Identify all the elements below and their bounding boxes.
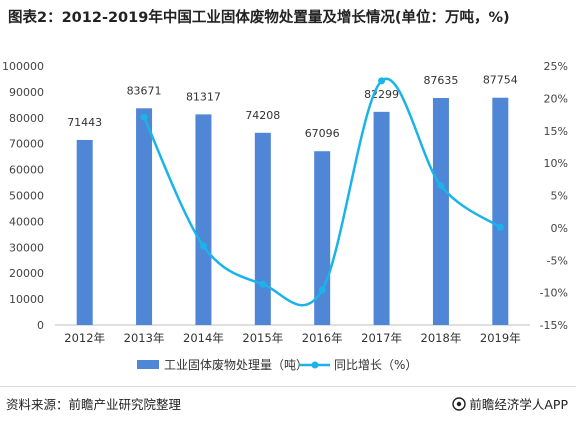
left-tick-label: 10000 xyxy=(9,293,44,306)
bar xyxy=(373,111,390,326)
x-tick-label: 2017年 xyxy=(361,331,402,345)
left-tick-label: 0 xyxy=(37,319,44,332)
growth-point xyxy=(318,286,326,294)
legend: 工业固体废物处理量（吨） 同比增长（%） xyxy=(137,357,417,372)
growth-point xyxy=(496,223,504,231)
legend-line-label: 同比增长（%） xyxy=(334,358,417,372)
bar-data-label: 74208 xyxy=(245,109,280,122)
bar-data-label: 82299 xyxy=(364,88,399,101)
bar xyxy=(254,132,271,325)
growth-point xyxy=(259,280,267,288)
left-tick-label: 30000 xyxy=(9,241,44,254)
bar-data-label: 81317 xyxy=(186,90,221,103)
bar xyxy=(76,139,93,325)
bar-data-label: 71443 xyxy=(67,116,102,129)
brand-logo-icon xyxy=(452,397,467,411)
growth-point xyxy=(437,182,445,190)
bars xyxy=(76,97,509,326)
right-tick-label: 25% xyxy=(544,60,568,73)
right-tick-label: 10% xyxy=(544,157,568,170)
growth-line-series xyxy=(140,77,504,307)
bar-data-label: 83671 xyxy=(127,84,162,97)
right-tick-label: -10% xyxy=(540,287,568,300)
x-axis-labels: 2012年 2013年 2014年 2015年 2016年 2017年 2018年 2019年 xyxy=(64,331,520,345)
x-tick-label: 2019年 xyxy=(480,331,521,345)
left-tick-label: 80000 xyxy=(9,112,44,125)
bar-line-chart: 0 10000 20000 30000 40000 50000 60000 70000 8000… xyxy=(2,60,568,372)
bar-data-label: 87635 xyxy=(423,74,458,87)
bar xyxy=(432,98,449,325)
legend-line-marker xyxy=(311,361,319,369)
x-tick-label: 2013年 xyxy=(124,331,165,345)
footer: 资料来源：前瞻产业研究院整理 前瞻经济学人APP xyxy=(0,386,576,422)
right-tick-label: 0% xyxy=(551,222,568,235)
bar-data-label: 67096 xyxy=(305,127,340,140)
x-tick-label: 2014年 xyxy=(183,331,224,345)
bar xyxy=(136,108,153,325)
left-tick-label: 20000 xyxy=(9,267,44,280)
bar-data-labels: 71443 83671 81317 74208 67096 82299 87635 87754 xyxy=(67,74,518,141)
brand-credit: 前瞻经济学人APP xyxy=(452,394,568,413)
right-tick-label: -5% xyxy=(547,254,568,267)
right-tick-label: -15% xyxy=(540,319,568,332)
left-axis-ticks: 0 10000 20000 30000 40000 50000 60000 70000 8000… xyxy=(2,60,44,332)
left-tick-label: 90000 xyxy=(9,86,44,99)
left-tick-label: 50000 xyxy=(9,190,44,203)
legend-bar-swatch xyxy=(137,360,159,369)
bar xyxy=(492,97,509,326)
bar-data-label: 87754 xyxy=(483,74,518,87)
left-tick-label: 70000 xyxy=(9,138,44,151)
growth-point xyxy=(199,242,207,250)
left-tick-label: 100000 xyxy=(2,60,44,73)
x-tick-label: 2016年 xyxy=(302,331,343,345)
left-tick-label: 40000 xyxy=(9,215,44,228)
right-tick-label: 20% xyxy=(544,92,568,105)
right-axis-ticks: -15% -10% -5% 0% 5% 10% 15% 20% 25% xyxy=(540,60,568,332)
source-note: 资料来源：前瞻产业研究院整理 xyxy=(6,397,182,412)
left-tick-label: 60000 xyxy=(9,164,44,177)
right-tick-label: 15% xyxy=(544,125,568,138)
chart-title: 图表2：2012-2019年中国工业固体废物处置量及增长情况(单位：万吨，%) xyxy=(8,10,510,26)
legend-bar-label: 工业固体废物处理量（吨） xyxy=(164,357,308,372)
brand-text: 前瞻经济学人APP xyxy=(469,397,568,412)
x-tick-label: 2015年 xyxy=(242,331,283,345)
growth-point xyxy=(378,77,386,85)
bar xyxy=(195,114,212,325)
x-tick-label: 2018年 xyxy=(421,331,462,345)
right-tick-label: 5% xyxy=(551,190,568,203)
growth-point xyxy=(140,113,148,121)
x-tick-label: 2012年 xyxy=(64,331,105,345)
